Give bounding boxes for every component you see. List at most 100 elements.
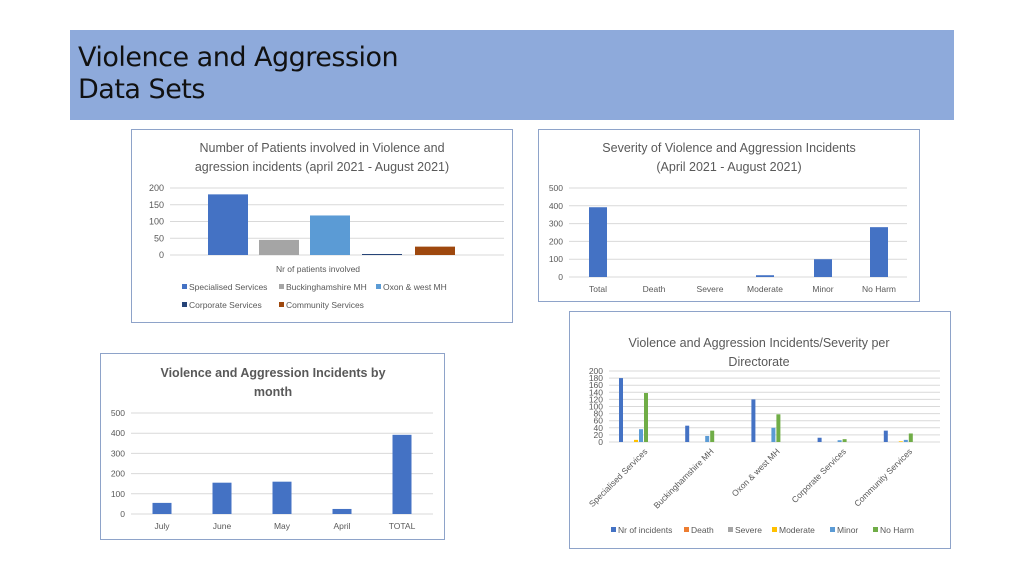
bar	[272, 481, 292, 514]
y-tick-label: 180	[589, 373, 603, 383]
severity-chart: Severity of Violence and Aggression Inci…	[549, 141, 907, 294]
bar	[212, 482, 232, 514]
x-tick-label: Death	[643, 284, 666, 294]
chart-title: Violence and Aggression Incidents by	[160, 366, 385, 380]
y-tick-label: 200	[589, 366, 603, 376]
legend-swatch	[873, 527, 878, 532]
y-tick-label: 200	[111, 469, 125, 479]
x-tick-label: Minor	[812, 284, 833, 294]
y-tick-label: 0	[598, 437, 603, 447]
legend-entry: Nr of incidents	[618, 525, 672, 535]
x-tick-label: No Harm	[862, 284, 896, 294]
y-tick-label: 200	[149, 183, 164, 193]
y-tick-label: 100	[549, 254, 563, 264]
legend-entry: Oxon & west MH	[383, 282, 447, 292]
chart-title: Severity of Violence and Aggression Inci…	[602, 141, 855, 155]
legend-swatch	[182, 284, 187, 289]
chart-title: Directorate	[728, 355, 789, 369]
x-tick-label: Moderate	[747, 284, 783, 294]
chart-title: month	[254, 385, 292, 399]
legend-swatch	[376, 284, 381, 289]
bar	[898, 441, 903, 442]
patients-chart: Number of Patients involved in Violence …	[149, 141, 504, 310]
y-tick-label: 100	[111, 489, 125, 499]
y-tick-label: 40	[594, 423, 604, 433]
legend-entry: Severe	[735, 525, 762, 535]
x-tick-label: May	[274, 521, 291, 531]
y-tick-label: 300	[111, 448, 125, 458]
bar	[870, 227, 888, 277]
bar	[908, 433, 913, 442]
slide-title-line1: Violence and Aggression	[78, 42, 399, 73]
x-tick-label: Community Services	[852, 446, 914, 508]
legend-entry: Community Services	[286, 300, 364, 310]
x-tick-label: TOTAL	[389, 521, 416, 531]
y-tick-label: 100	[149, 217, 164, 227]
monthly-chart-panel: Violence and Aggression Incidents by mont…	[100, 353, 445, 540]
patients-chart-panel: Number of Patients involved in Violence …	[131, 129, 513, 323]
bar	[392, 434, 412, 514]
legend-swatch	[772, 527, 777, 532]
bar	[685, 425, 690, 442]
monthly-chart: Violence and Aggression Incidents by mont…	[111, 366, 433, 531]
bar	[332, 508, 352, 514]
y-tick-label: 100	[589, 401, 603, 411]
y-tick-label: 200	[549, 236, 563, 246]
x-tick-label: Corporate Services	[789, 446, 848, 505]
bar	[842, 439, 847, 442]
bar	[362, 253, 402, 255]
legend-entry: Moderate	[779, 525, 815, 535]
legend-entry: Buckinghamshire MH	[286, 282, 367, 292]
directorate-chart: Violence and Aggression Incidents/Severi…	[587, 336, 940, 535]
legend-entry: Minor	[837, 525, 858, 535]
chart-title: Violence and Aggression Incidents/Severi…	[628, 336, 889, 350]
y-tick-label: 50	[154, 233, 164, 243]
y-tick-label: 80	[594, 409, 604, 419]
y-tick-label: 60	[594, 416, 604, 426]
x-tick-label: June	[213, 521, 232, 531]
bar	[817, 437, 822, 442]
chart-title: agression incidents (april 2021 - August…	[195, 160, 449, 174]
y-tick-label: 120	[589, 394, 603, 404]
bar	[634, 439, 638, 442]
bar	[883, 430, 888, 442]
bar	[771, 427, 776, 442]
chart-title: Number of Patients involved in Violence …	[199, 141, 444, 155]
bar	[756, 275, 774, 277]
x-tick-label: Severe	[697, 284, 724, 294]
legend-entry: Corporate Services	[189, 300, 262, 310]
y-tick-label: 160	[589, 380, 603, 390]
y-tick-label: 500	[549, 183, 563, 193]
x-tick-label: April	[333, 521, 350, 531]
legend-swatch	[684, 527, 689, 532]
bar	[705, 435, 710, 442]
bar	[310, 215, 350, 255]
slide-title-line2: Data Sets	[78, 74, 205, 105]
legend-entry: No Harm	[880, 525, 914, 535]
bar	[589, 207, 607, 277]
y-tick-label: 500	[111, 408, 125, 418]
bar	[837, 440, 842, 442]
bar	[814, 259, 832, 277]
bar	[152, 502, 172, 514]
y-tick-label: 20	[594, 430, 604, 440]
legend-swatch	[611, 527, 616, 532]
bar	[776, 414, 781, 442]
bar	[259, 239, 299, 255]
bar	[415, 246, 455, 255]
bar	[639, 429, 643, 442]
directorate-chart-panel: Violence and Aggression Incidents/Severi…	[569, 311, 951, 549]
y-tick-label: 300	[549, 219, 563, 229]
legend-entry: Specialised Services	[189, 282, 267, 292]
y-tick-label: 150	[149, 200, 164, 210]
x-axis-label: Nr of patients involved	[276, 264, 360, 274]
bar	[751, 399, 756, 442]
x-tick-label: Buckinghamshire MH	[651, 446, 715, 510]
y-tick-label: 400	[549, 201, 563, 211]
severity-chart-panel: Severity of Violence and Aggression Inci…	[538, 129, 920, 302]
x-tick-label: Oxon & west MH	[730, 446, 782, 498]
bar	[903, 439, 908, 442]
x-tick-label: July	[154, 521, 170, 531]
slide-title: Violence and Aggression Data Sets	[78, 42, 399, 106]
x-tick-label: Specialised Services	[587, 446, 650, 509]
